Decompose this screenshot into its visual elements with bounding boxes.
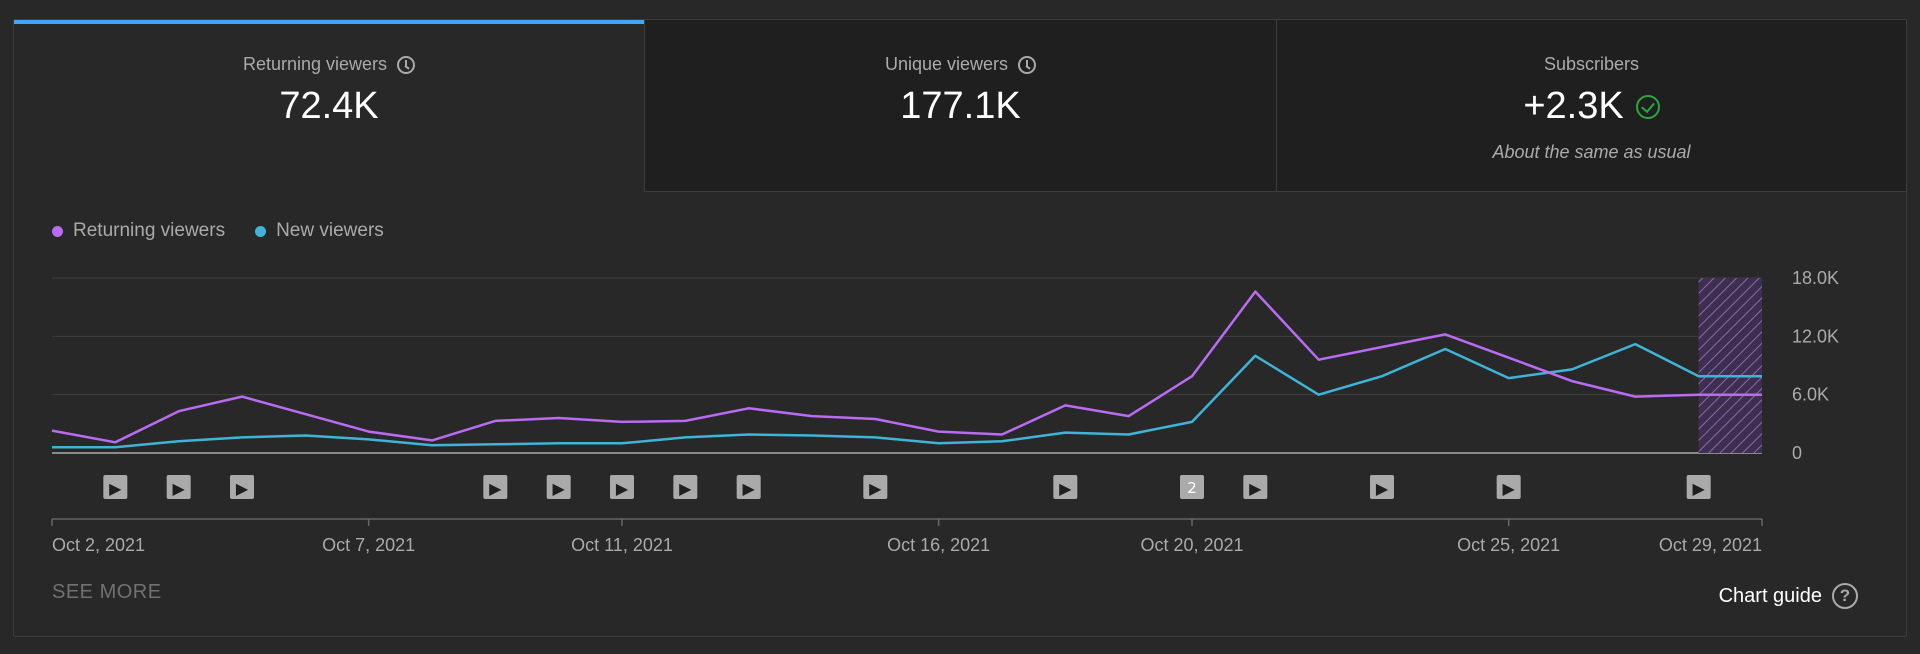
y-tick-label: 18.0K [1792,268,1839,288]
tab-title-label: Returning viewers [242,54,388,74]
video-marker-label: 2 [1187,479,1197,497]
video-marker-label: ▶ [616,479,629,498]
legend-item-returning: Returning viewers [52,220,225,242]
video-marker [1370,475,1394,499]
analytics-panel: Returning viewers 72.4K Unique viewers 1… [13,19,1907,637]
check-circle-icon [1635,94,1660,119]
tab-returning-viewers[interactable]: Returning viewers 72.4K [14,20,644,192]
legend-dot-returning [52,225,63,237]
video-marker-label: ▶ [1503,479,1516,498]
video-marker-label: ▶ [679,479,692,498]
series-line-returning [51,290,1762,444]
tab-title: Unique viewers [645,54,1276,75]
tab-value: +2.3K [1277,85,1906,128]
chart-guide-button[interactable]: Chart guide ? [1719,583,1858,609]
video-marker [1686,475,1711,499]
subscribers-value: +2.3K [1523,85,1624,127]
subscribers-note: About the same as usual [1492,142,1691,162]
video-marker-label: ▶ [1249,479,1262,498]
video-marker [1180,475,1204,499]
active-tab-indicator [14,20,644,24]
help-icon: ? [1832,583,1858,609]
video-marker [230,475,254,499]
tab-title-label: Unique viewers [884,54,1009,74]
tab-subscribers[interactable]: Subscribers +2.3K About the same as usua… [1276,20,1906,192]
metric-tabs: Returning viewers 72.4K Unique viewers 1… [14,20,1906,192]
video-marker [610,475,634,499]
video-marker-label: ▶ [173,479,186,498]
tab-value: 72.4K [279,85,379,127]
y-tick-label: 12.0K [1792,326,1839,346]
video-marker [673,475,698,499]
video-marker-label: ▶ [1693,479,1706,498]
x-tick-label: Oct 29, 2021 [1659,535,1762,555]
legend-label: New viewers [276,220,384,241]
video-marker [863,475,888,499]
x-tick-label: Oct 11, 2021 [571,535,673,555]
clock-icon [397,55,416,74]
x-tick-label: Oct 2, 2021 [52,535,145,555]
y-tick-label: 6.0K [1792,385,1829,405]
x-tick-label: Oct 25, 2021 [1457,535,1560,555]
video-marker [166,475,191,499]
chart-guide-label: Chart guide [1718,584,1822,607]
chart-legend: Returning viewers New viewers [52,220,384,242]
legend-dot-new [255,225,267,237]
partial-period-area [1698,278,1762,453]
video-marker [1496,475,1521,499]
tab-unique-viewers[interactable]: Unique viewers 177.1K [644,20,1276,192]
video-marker-label: ▶ [1059,479,1072,498]
video-marker-label: ▶ [869,479,882,498]
see-more-button[interactable]: SEE MORE [52,581,162,603]
series-line-new [52,342,1762,449]
x-tick-label: Oct 7, 2021 [322,535,415,555]
video-marker [1243,475,1268,499]
line-chart[interactable]: 0 6.0K 12.0K 18.0K ▶ ▶ ▶ ▶ ▶ ▶ ▶ ▶ ▶ ▶ 2 ▶ ▶ ▶ ▶ Oct 2, 202… [14,20,1906,560]
tab-value: 177.1K [900,85,1021,127]
video-marker [1053,475,1078,499]
video-marker [736,475,761,499]
tab-title: Returning viewers [14,54,644,75]
video-marker-label: ▶ [236,479,249,498]
x-tick-label: Oct 16, 2021 [887,535,990,555]
video-marker [103,475,128,499]
clock-icon [1018,55,1037,74]
video-marker-label: ▶ [553,479,566,498]
legend-item-new: New viewers [255,220,384,242]
video-marker [546,475,571,499]
video-marker-label: ▶ [743,479,756,498]
x-tick-label: Oct 20, 2021 [1140,535,1243,555]
legend-label: Returning viewers [73,220,226,241]
video-marker-label: ▶ [489,479,502,498]
y-tick-label: 0 [1792,443,1802,463]
video-marker-label: ▶ [109,479,122,498]
tab-title: Subscribers [1277,54,1906,75]
video-marker [483,475,508,499]
video-marker-label: ▶ [1376,479,1389,498]
tab-title-label: Subscribers [1543,54,1640,74]
